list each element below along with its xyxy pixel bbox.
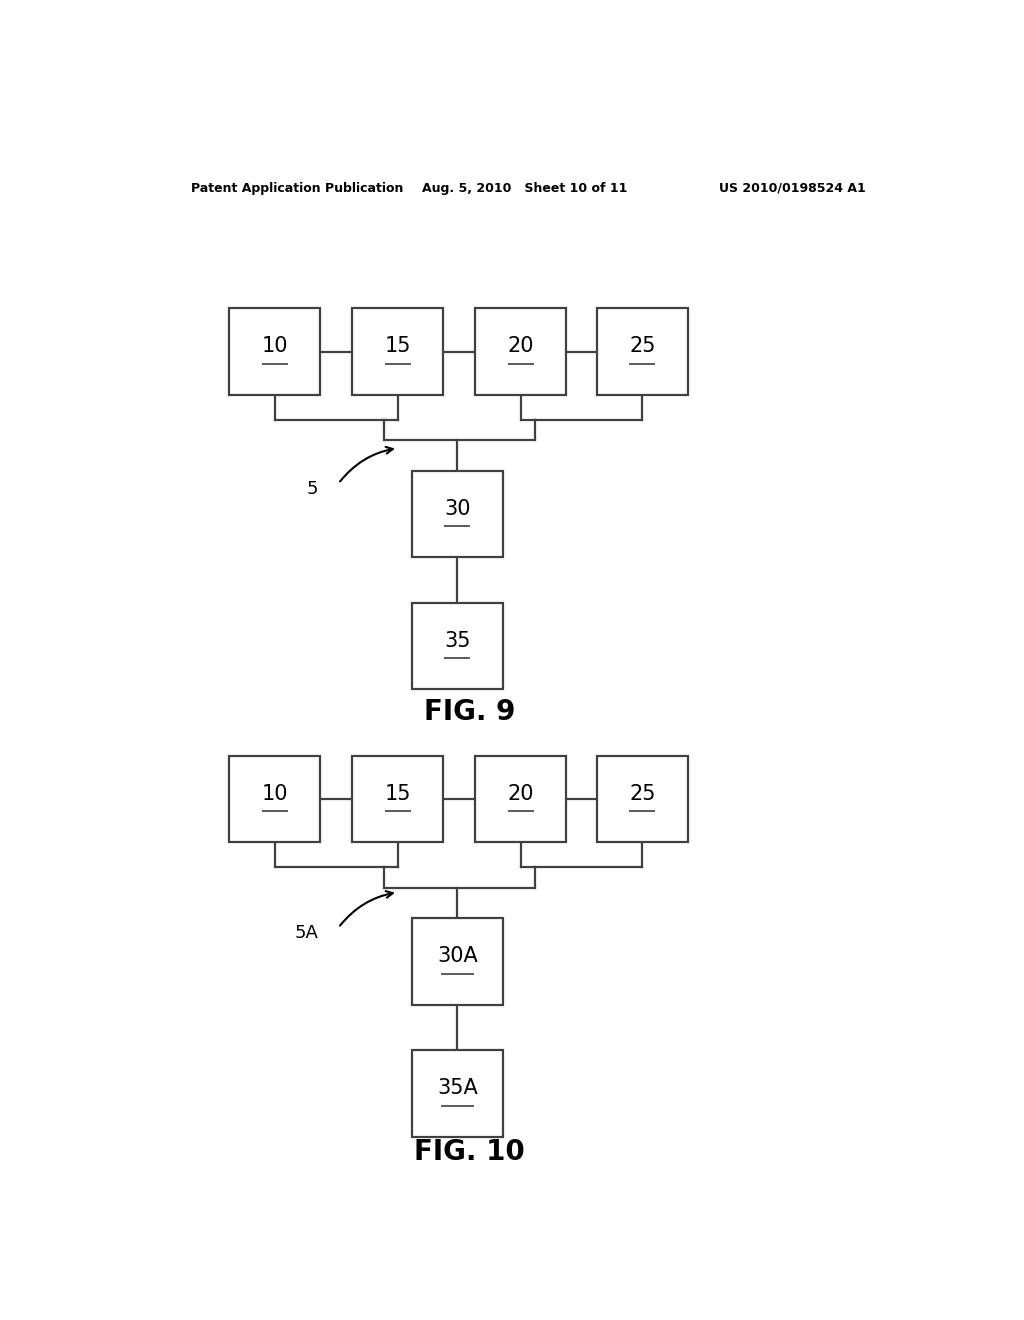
Bar xyxy=(412,471,503,557)
Bar xyxy=(412,919,503,1005)
Bar xyxy=(597,755,688,842)
Text: 10: 10 xyxy=(261,337,288,356)
Text: 30A: 30A xyxy=(437,946,478,966)
Text: 10: 10 xyxy=(261,784,288,804)
Text: Aug. 5, 2010   Sheet 10 of 11: Aug. 5, 2010 Sheet 10 of 11 xyxy=(422,182,628,195)
Bar xyxy=(352,755,443,842)
Text: Patent Application Publication: Patent Application Publication xyxy=(191,182,403,195)
Bar xyxy=(412,603,503,689)
Bar xyxy=(475,309,566,395)
Text: 35: 35 xyxy=(444,631,471,651)
Text: 5: 5 xyxy=(307,479,318,498)
Text: 15: 15 xyxy=(385,784,411,804)
Bar xyxy=(412,1051,503,1137)
Text: 25: 25 xyxy=(629,784,655,804)
Text: 25: 25 xyxy=(629,337,655,356)
Text: 15: 15 xyxy=(385,337,411,356)
Text: 30: 30 xyxy=(444,499,471,519)
Text: 35A: 35A xyxy=(437,1078,478,1098)
Bar xyxy=(475,755,566,842)
Bar xyxy=(597,309,688,395)
Text: 20: 20 xyxy=(508,337,535,356)
Text: 20: 20 xyxy=(508,784,535,804)
Bar xyxy=(229,755,321,842)
Text: FIG. 10: FIG. 10 xyxy=(414,1138,524,1167)
Bar xyxy=(352,309,443,395)
Text: 5A: 5A xyxy=(295,924,318,942)
Text: FIG. 9: FIG. 9 xyxy=(424,698,515,726)
Bar xyxy=(229,309,321,395)
Text: US 2010/0198524 A1: US 2010/0198524 A1 xyxy=(719,182,866,195)
